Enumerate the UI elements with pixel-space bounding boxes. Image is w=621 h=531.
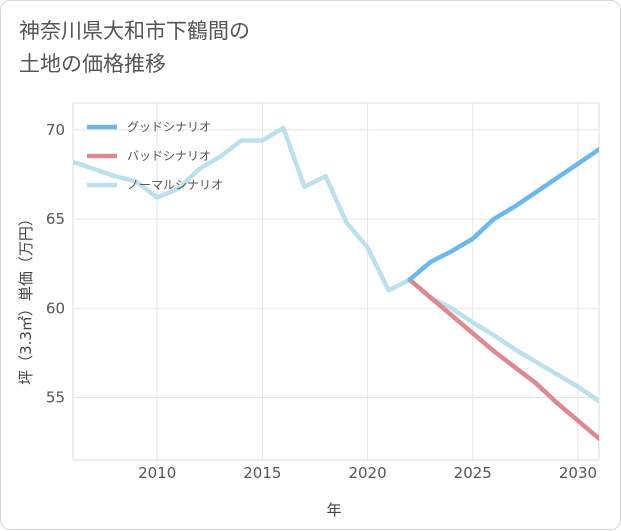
chart-title-line1: 神奈川県大和市下鶴間の xyxy=(19,19,250,43)
y-tick-label: 60 xyxy=(46,299,65,317)
y-tick-label: 70 xyxy=(46,121,65,139)
plot-area xyxy=(72,102,600,461)
x-axis-title: 年 xyxy=(326,501,341,519)
x-tick-label: 2015 xyxy=(243,464,281,482)
series-layer xyxy=(73,125,599,441)
series-line-2 xyxy=(73,125,599,404)
legend-label-2: ノーマルシナリオ xyxy=(127,178,223,192)
x-tick-label: 2025 xyxy=(454,464,492,482)
series-line-1 xyxy=(407,277,599,441)
x-tick-label: 2020 xyxy=(348,464,386,482)
y-axis-title: 坪（3.3㎡）単価（万円） xyxy=(17,211,35,385)
grid xyxy=(73,103,599,460)
y-tick-label: 65 xyxy=(46,210,65,228)
chart-title: 神奈川県大和市下鶴間の 土地の価格推移 xyxy=(19,15,250,81)
legend-label-1: バッドシナリオ xyxy=(127,149,211,163)
axis-ticks: 2010 2015 2020 2025 2030 55 60 65 70 xyxy=(46,121,597,482)
x-tick-label: 2030 xyxy=(559,464,597,482)
series-line-0 xyxy=(407,147,599,282)
y-tick-label: 55 xyxy=(46,389,65,407)
legend-label-0: グッドシナリオ xyxy=(127,120,211,134)
x-tick-label: 2010 xyxy=(138,464,176,482)
chart-title-line2: 土地の価格推移 xyxy=(19,52,166,76)
